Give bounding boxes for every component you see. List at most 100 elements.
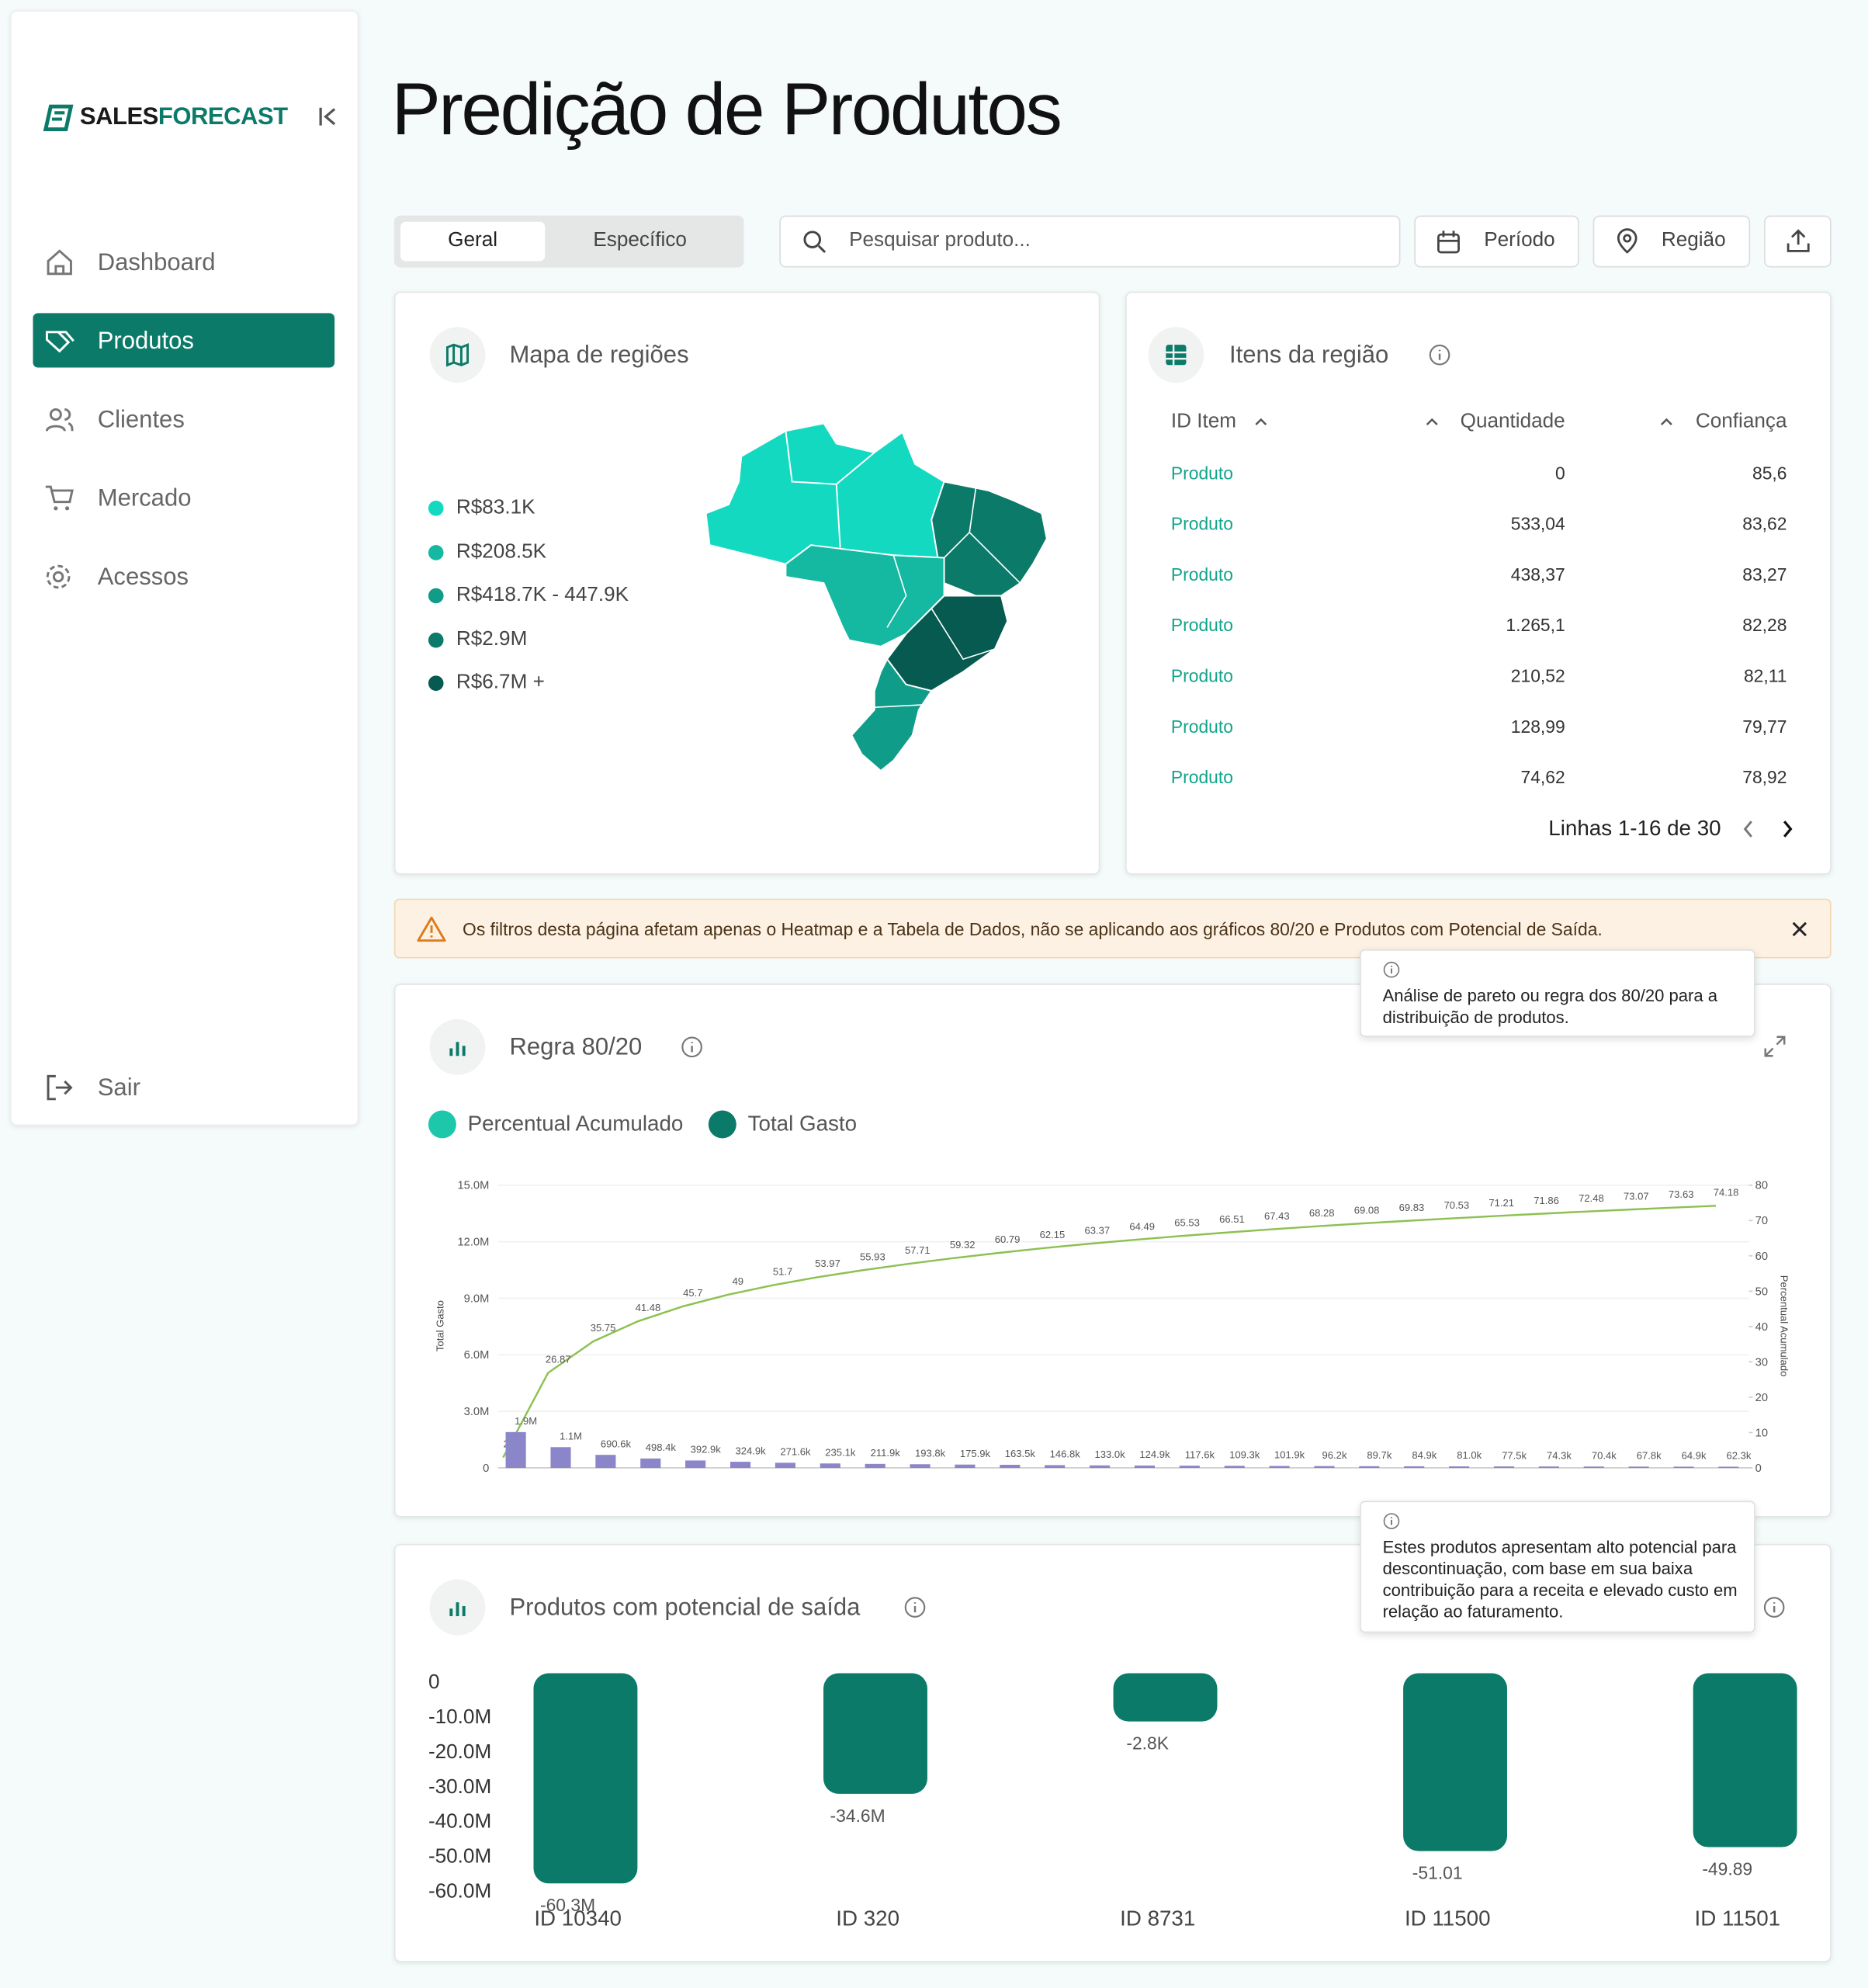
product-link[interactable]: Produto (1170, 614, 1233, 636)
search-icon (803, 231, 827, 254)
tag-icon (45, 331, 75, 353)
state-border (874, 704, 923, 709)
filter-label[interactable]: Região (1661, 229, 1726, 252)
y-tick-label: -50.0M (428, 1844, 491, 1868)
line-label: 71.21 (1489, 1197, 1514, 1209)
bar (550, 1447, 571, 1468)
y2-tick-label: 40 (1755, 1321, 1768, 1334)
bar (1404, 1466, 1425, 1468)
bar-label: 67.8k (1637, 1450, 1662, 1462)
info-icon[interactable] (681, 1036, 703, 1058)
product-link[interactable]: Produto (1170, 665, 1233, 686)
line-label: 72.48 (1579, 1192, 1604, 1204)
y-tick-label: 0 (483, 1462, 489, 1475)
bar (1224, 1466, 1245, 1468)
column-header[interactable]: ID Item (1170, 411, 1237, 432)
bar (1045, 1465, 1066, 1468)
bar-label: 1.1M (560, 1430, 582, 1442)
bar-label: 324.9k (735, 1445, 766, 1456)
region-north[interactable] (705, 422, 945, 565)
bar-label: 74.3k (1547, 1449, 1572, 1461)
close-alert[interactable] (1790, 921, 1808, 938)
legend-dot (428, 632, 444, 647)
pareto-chart: 0 3.0M 6.0M 9.0M 12.0M 15.0M 0 10 20 30 40 50 60 70 80… (435, 1180, 1790, 1475)
region-south[interactable] (851, 657, 933, 772)
expand-icon[interactable] (1762, 1035, 1787, 1059)
info-icon[interactable] (1428, 344, 1450, 366)
y2-tick-label: 60 (1755, 1251, 1768, 1263)
bar (533, 1673, 638, 1884)
y-tick-label: 3.0M (464, 1406, 490, 1418)
product-link[interactable]: Produto (1170, 716, 1233, 737)
nav-item[interactable]: Clientes (97, 407, 185, 434)
y2-tick-label: 30 (1755, 1356, 1768, 1369)
line-label: 41.48 (636, 1302, 661, 1313)
nav-item[interactable]: Dashboard (97, 249, 216, 276)
region-northeast[interactable] (931, 481, 1048, 597)
line-label: 71.86 (1534, 1195, 1559, 1206)
column-header[interactable]: Quantidade (1460, 411, 1565, 432)
sort-icon[interactable] (1253, 417, 1269, 427)
line-label: 57.71 (905, 1244, 931, 1256)
bar (820, 1463, 840, 1468)
line-label: 66.51 (1219, 1213, 1245, 1225)
bar-label: 70.4k (1592, 1449, 1617, 1461)
bar-label: 124.9k (1139, 1448, 1170, 1460)
tab[interactable]: Geral (448, 229, 498, 252)
bar (730, 1462, 751, 1468)
nav-item[interactable]: Mercado (97, 485, 192, 512)
bar (823, 1673, 927, 1794)
nav-active[interactable] (33, 313, 335, 368)
logout-icon (47, 1074, 73, 1101)
product-link[interactable]: Produto (1170, 766, 1233, 788)
tab-active[interactable] (400, 221, 546, 262)
column-header[interactable]: Confiança (1695, 411, 1787, 432)
cart-icon (45, 485, 74, 511)
filter-label[interactable]: Período (1484, 229, 1555, 252)
x-tick-label: ID 11500 (1405, 1906, 1491, 1930)
line-label: 70.53 (1443, 1199, 1469, 1211)
bar (1314, 1466, 1335, 1468)
product-link[interactable]: Produto (1170, 513, 1233, 534)
bar-label: 96.2k (1322, 1449, 1347, 1461)
bar (1359, 1466, 1380, 1468)
prev-page[interactable] (1742, 819, 1757, 839)
collapse-button[interactable] (318, 106, 338, 128)
y-tick-label: -60.0M (428, 1879, 491, 1903)
next-page[interactable] (1780, 819, 1795, 839)
line-label: 73.07 (1624, 1190, 1649, 1202)
bar (1449, 1466, 1470, 1468)
bar-label: 84.9k (1412, 1449, 1437, 1461)
tab[interactable]: Específico (593, 229, 687, 252)
bar (505, 1431, 526, 1468)
region-button[interactable] (1592, 215, 1751, 268)
sort-icon[interactable] (1424, 417, 1440, 427)
export-button[interactable] (1764, 215, 1832, 268)
bar (1718, 1466, 1739, 1468)
nav-item[interactable]: Produtos (97, 328, 194, 356)
info-icon[interactable] (903, 1596, 926, 1619)
bar (910, 1464, 931, 1468)
product-link[interactable]: Produto (1170, 463, 1233, 484)
y2-axis-label: Percentual Acumulado (1778, 1275, 1790, 1377)
search-box[interactable] (779, 215, 1401, 268)
line-label: 55.93 (860, 1251, 885, 1262)
product-link[interactable]: Produto (1170, 564, 1233, 585)
legend-dot (428, 588, 444, 604)
bar (865, 1463, 885, 1468)
nav-item[interactable]: Acessos (97, 564, 189, 591)
line-label: 60.79 (995, 1233, 1021, 1245)
bar-label: 392.9k (691, 1444, 722, 1455)
bar (1403, 1673, 1508, 1851)
nav-item[interactable]: Sair (97, 1074, 140, 1102)
region-centerwest[interactable] (785, 544, 945, 647)
y2-tick-label: 20 (1755, 1392, 1768, 1404)
bar (595, 1455, 616, 1468)
line-label: 74.18 (1714, 1186, 1739, 1198)
info-icon[interactable] (1762, 1596, 1785, 1619)
legend-label: R$6.7M + (456, 671, 545, 694)
table-icon (1148, 327, 1204, 383)
line-label: 67.43 (1264, 1210, 1290, 1222)
chart-icon (429, 1579, 486, 1636)
sort-icon[interactable] (1659, 417, 1675, 427)
